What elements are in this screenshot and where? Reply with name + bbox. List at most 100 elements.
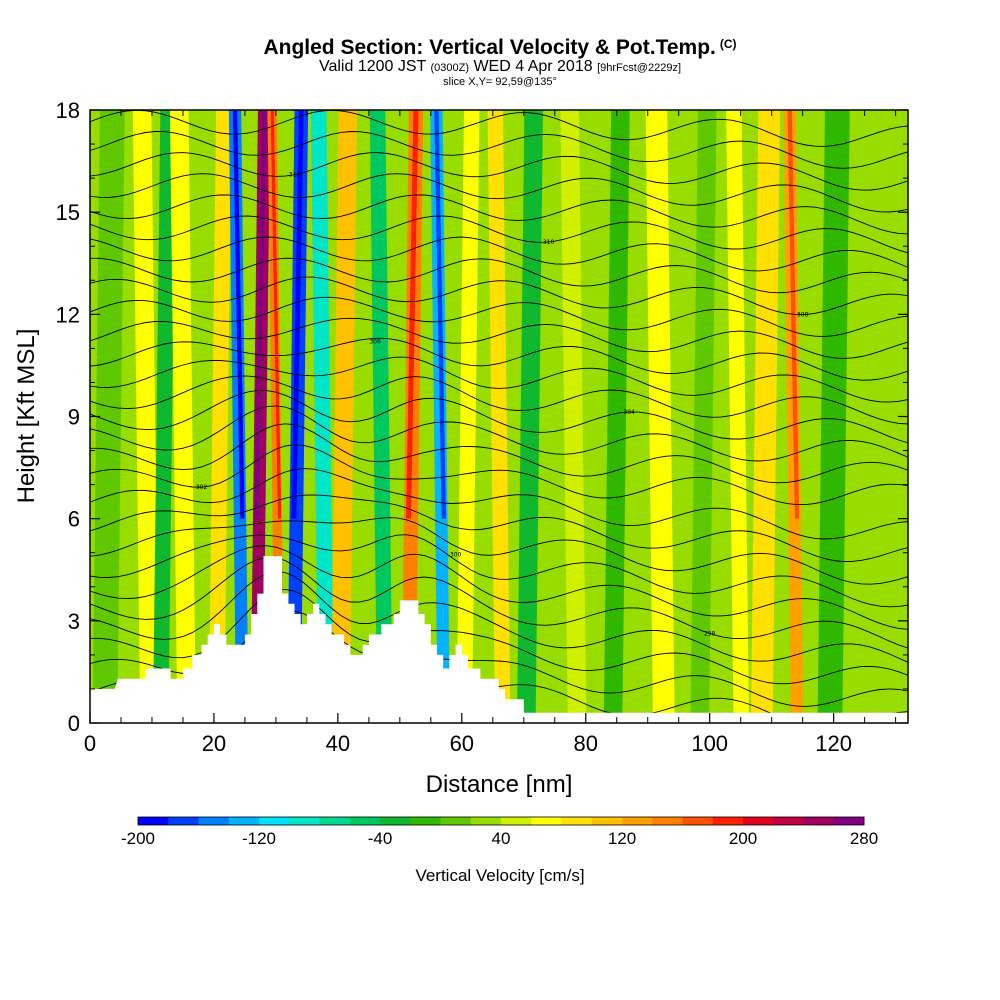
theta-contour — [90, 588, 908, 685]
colorbar-swatch — [138, 817, 169, 825]
terrain — [90, 556, 908, 723]
y-tick-label: 18 — [56, 98, 80, 123]
colorbar-swatch — [501, 817, 532, 825]
colorbar-tick-label: -40 — [368, 829, 393, 848]
contour-label: 298 — [704, 631, 716, 638]
colorbar-tick-label: 120 — [608, 829, 636, 848]
y-tick-label: 12 — [56, 302, 80, 327]
velocity-band — [864, 110, 891, 723]
colorbar-tick-label: 280 — [850, 829, 878, 848]
valid-date: WED 4 Apr 2018 — [473, 58, 593, 75]
colorbar-swatch — [622, 817, 653, 825]
contour-label: 308 — [797, 312, 809, 319]
theta-contour — [90, 571, 908, 663]
forecast-info: [9hrFcst@2229z] — [597, 62, 682, 74]
velocity-core — [406, 110, 419, 519]
theta-contour — [90, 194, 908, 235]
colorbar-swatch — [198, 817, 230, 825]
colorbar-swatch — [410, 817, 441, 825]
contour-label: 302 — [196, 484, 208, 491]
contour-label: 300 — [450, 552, 462, 559]
colorbar-swatch — [712, 817, 744, 825]
contour-label: 312 — [289, 172, 301, 179]
velocity-band — [92, 110, 125, 723]
y-tick-label: 15 — [56, 200, 80, 225]
velocity-band — [817, 110, 850, 723]
theta-contour — [90, 317, 908, 359]
slice-info: slice X,Y= 92,59@135° — [443, 76, 557, 88]
theta-contour — [90, 173, 908, 213]
colorbar-swatch — [440, 817, 472, 825]
x-tick-label: 20 — [202, 731, 226, 756]
velocity-band — [560, 110, 587, 723]
contour-label: 306 — [369, 338, 381, 345]
valid-time: Valid 1200 JST — [318, 58, 427, 75]
velocity-band — [750, 110, 781, 723]
velocity-band — [152, 110, 176, 723]
velocity-band — [132, 110, 159, 723]
x-tick-label: 0 — [84, 731, 96, 756]
copyright-mark: (C) — [719, 37, 737, 51]
x-tick-label: 80 — [574, 731, 598, 756]
theta-contour — [90, 337, 908, 381]
theta-contour — [90, 236, 908, 272]
colorbar-swatch — [652, 817, 683, 825]
theta-contour — [90, 131, 908, 169]
theta-contour — [90, 296, 908, 337]
colorbar-frame — [137, 816, 865, 826]
velocity-core — [291, 110, 304, 519]
colorbar-tick-label: 40 — [492, 829, 511, 848]
y-tick-label: 0 — [68, 711, 80, 736]
velocity-band — [603, 110, 630, 723]
contour-label: 304 — [623, 409, 635, 416]
velocity-band — [169, 110, 196, 723]
colorbar-swatch — [470, 817, 502, 825]
theta-contour — [90, 405, 908, 462]
velocity-core — [254, 110, 267, 519]
colorbar-swatch — [380, 817, 411, 825]
theta-contour — [90, 444, 908, 506]
colorbar-swatch — [168, 817, 199, 825]
theta-contour — [90, 556, 908, 649]
theta-contour — [90, 390, 908, 444]
plot-area: 296298300302304306308310312 — [90, 110, 908, 723]
x-tick-label: 60 — [450, 731, 474, 756]
colorbar-title: Vertical Velocity [cm/s] — [415, 866, 584, 885]
colorbar-swatch — [561, 817, 593, 825]
velocity-band — [516, 110, 543, 723]
colorbar-swatch — [259, 817, 290, 825]
theta-contour — [90, 423, 908, 484]
theta-contour — [90, 375, 908, 425]
velocity-band — [487, 110, 511, 723]
velocity-band — [369, 110, 393, 723]
contour-label: 310 — [543, 239, 555, 246]
theta-contour — [90, 517, 908, 585]
theta-contour — [90, 545, 908, 630]
valid-utc: (0300Z) — [430, 62, 469, 74]
valid-time-line: Valid 1200 JST (0300Z) WED 4 Apr 2018 [9… — [0, 58, 1000, 76]
axes: 0 20 40 60 80 100 120 0 3 6 9 12 15 18 — [56, 98, 908, 756]
colorbar: -200 -120 -40 40 120 200 280 — [121, 816, 878, 848]
colorbar-tick-label: -200 — [121, 829, 155, 848]
colorbar-swatch — [289, 817, 320, 825]
colorbar-swatch — [682, 817, 714, 825]
y-tick-label: 9 — [68, 405, 80, 430]
colorbar-swatch — [803, 817, 835, 825]
theta-contour — [90, 494, 908, 562]
colorbar-swatch — [743, 817, 774, 825]
velocity-band — [331, 110, 358, 723]
chart-title: Angled Section: Vertical Velocity & Pot.… — [0, 36, 1000, 60]
colorbar-tick-label: 200 — [729, 829, 757, 848]
velocity-band — [726, 110, 750, 723]
chart-title-text: Angled Section: Vertical Velocity & Pot.… — [263, 36, 716, 59]
theta-contour — [90, 534, 908, 608]
theta-contour — [90, 257, 908, 294]
x-tick-label: 100 — [691, 731, 728, 756]
x-tick-label: 40 — [326, 731, 350, 756]
velocity-band — [456, 110, 480, 723]
x-axis-title: Distance [nm] — [426, 771, 573, 798]
theta-contour — [90, 215, 908, 254]
y-axis-title: Height [Kft MSL] — [13, 329, 40, 504]
colorbar-tick-label: -120 — [242, 829, 276, 848]
colorbar-swatch — [833, 817, 865, 825]
